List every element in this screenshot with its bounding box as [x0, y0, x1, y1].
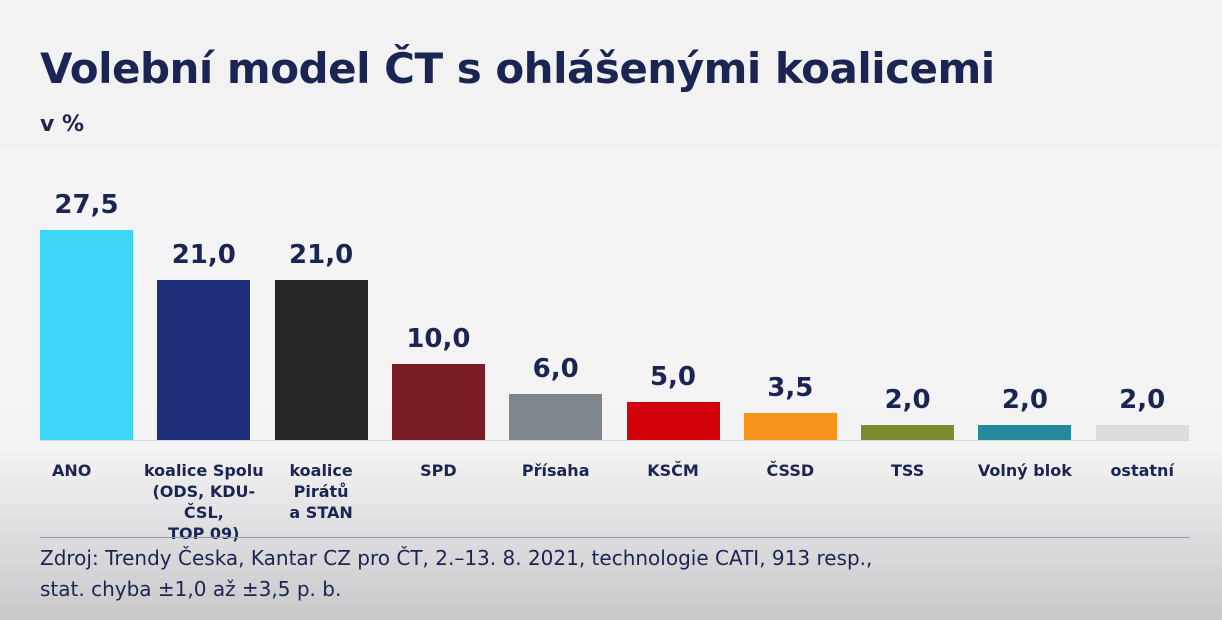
- source-note: Zdroj: Trendy Česka, Kantar CZ pro ČT, 2…: [40, 543, 1190, 605]
- source-line-1: Zdroj: Trendy Česka, Kantar CZ pro ČT, 2…: [40, 546, 873, 570]
- category-label-line: ČSSD: [766, 461, 815, 480]
- bar: [509, 394, 603, 440]
- category-label-line: ostatní: [1110, 461, 1174, 480]
- category-label-line: a STAN: [289, 503, 353, 522]
- bar-value-label: 2,0: [1001, 384, 1048, 415]
- category-label-line: SPD: [420, 461, 457, 480]
- category-label-line: Pirátů: [293, 482, 349, 501]
- footer-divider: [40, 537, 1190, 538]
- bar: [157, 279, 251, 440]
- bar: [626, 401, 720, 440]
- chart-subtitle: v %: [40, 112, 85, 137]
- bar-value-label: 6,0: [532, 354, 579, 385]
- category-label: Přísaha: [491, 460, 621, 481]
- category-label-line: koalice Spolu: [143, 461, 264, 480]
- category-label-line: Volný blok: [977, 461, 1072, 480]
- category-label: koalice Pirátů a STAN: [256, 460, 386, 523]
- category-label-line: KSČM: [647, 461, 699, 480]
- bar: [978, 424, 1072, 440]
- category-label-line: koalice: [289, 461, 353, 480]
- category-label: TSS: [843, 460, 973, 481]
- category-label-line: TSS: [890, 461, 925, 480]
- category-label-line: (ODS, KDU-ČSL,: [152, 482, 256, 522]
- category-label: ostatní: [1077, 460, 1207, 481]
- bar-value-label: 21,0: [171, 239, 236, 270]
- category-label-line: Přísaha: [521, 461, 590, 480]
- bar-value-label: 3,5: [767, 373, 814, 404]
- category-label: Volný blok: [960, 460, 1090, 481]
- category-label: ANO: [52, 460, 122, 481]
- category-label-line: ANO: [52, 461, 92, 480]
- bar: [743, 413, 837, 440]
- bar-value-label: 21,0: [289, 239, 354, 270]
- source-line-2: stat. chyba ±1,0 až ±3,5 p. b.: [40, 577, 342, 601]
- bar-value-label: 5,0: [649, 361, 697, 392]
- bar-value-label: 2,0: [884, 384, 931, 415]
- bar-value-label: 2,0: [1119, 384, 1166, 415]
- bar-value-label: 10,0: [406, 323, 471, 354]
- category-label: SPD: [373, 460, 503, 481]
- bar: [391, 363, 485, 440]
- chart-baseline: [40, 440, 1190, 441]
- chart-title: Volební model ČT s ohlášenými koalicemi: [40, 44, 995, 93]
- bar: [1095, 424, 1189, 440]
- category-label: KSČM: [608, 460, 738, 481]
- bar: [40, 230, 133, 440]
- category-label-line: TOP 09): [168, 524, 240, 543]
- category-label: ČSSD: [725, 460, 855, 481]
- category-label: koalice Spolu (ODS, KDU-ČSL, TOP 09): [139, 460, 269, 544]
- bar-value-label: 27,5: [54, 190, 119, 220]
- bar: [274, 279, 368, 440]
- bar: [861, 424, 955, 440]
